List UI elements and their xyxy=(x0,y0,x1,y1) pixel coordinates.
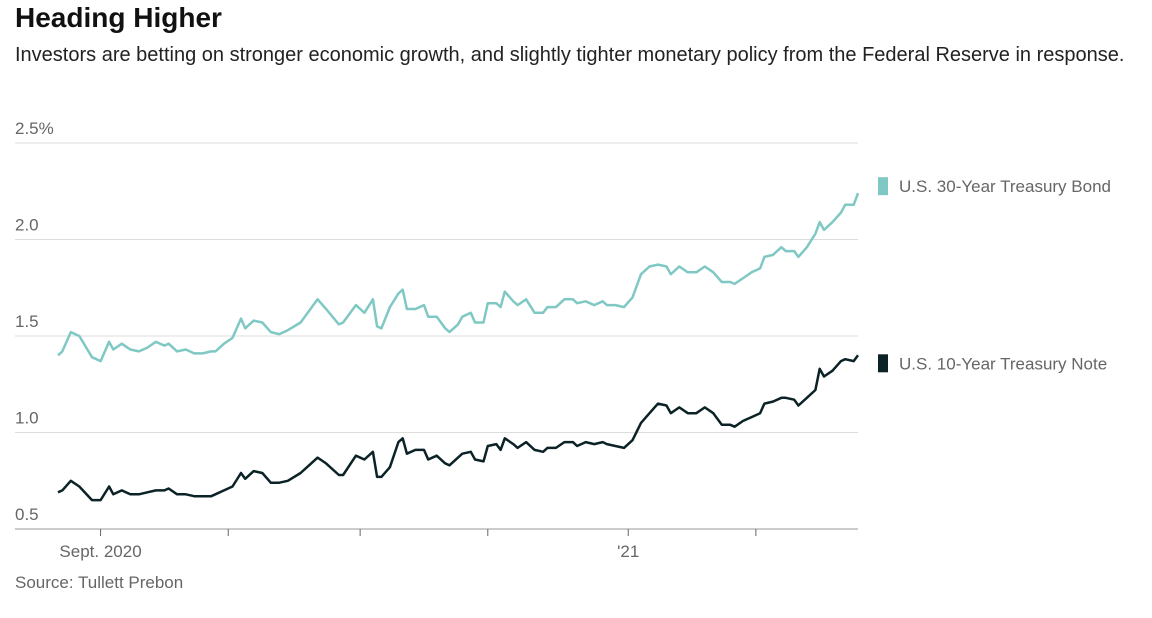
series-line xyxy=(57,354,860,502)
y-tick-label: 2.5% xyxy=(15,119,54,138)
x-tick-label: '21 xyxy=(617,542,639,561)
chart-title: Heading Higher xyxy=(15,2,222,33)
legend-swatch xyxy=(878,354,888,373)
y-tick-label: 1.0 xyxy=(15,409,39,428)
y-tick-label: 0.5 xyxy=(15,505,39,524)
legend-label: U.S. 10-Year Treasury Note xyxy=(899,354,1107,373)
y-tick-label: 1.5 xyxy=(15,312,39,331)
x-tick-label: Sept. 2020 xyxy=(59,542,141,561)
series-line xyxy=(57,192,860,363)
legend-label: U.S. 30-Year Treasury Bond xyxy=(899,177,1111,196)
y-tick-label: 2.0 xyxy=(15,216,39,235)
legend-swatch xyxy=(878,177,888,196)
chart-subtitle: Investors are betting on stronger econom… xyxy=(15,44,1125,66)
subtitle-box: Investors are betting on stronger econom… xyxy=(15,44,1125,66)
source: Source: Tullett Prebon xyxy=(15,573,183,592)
